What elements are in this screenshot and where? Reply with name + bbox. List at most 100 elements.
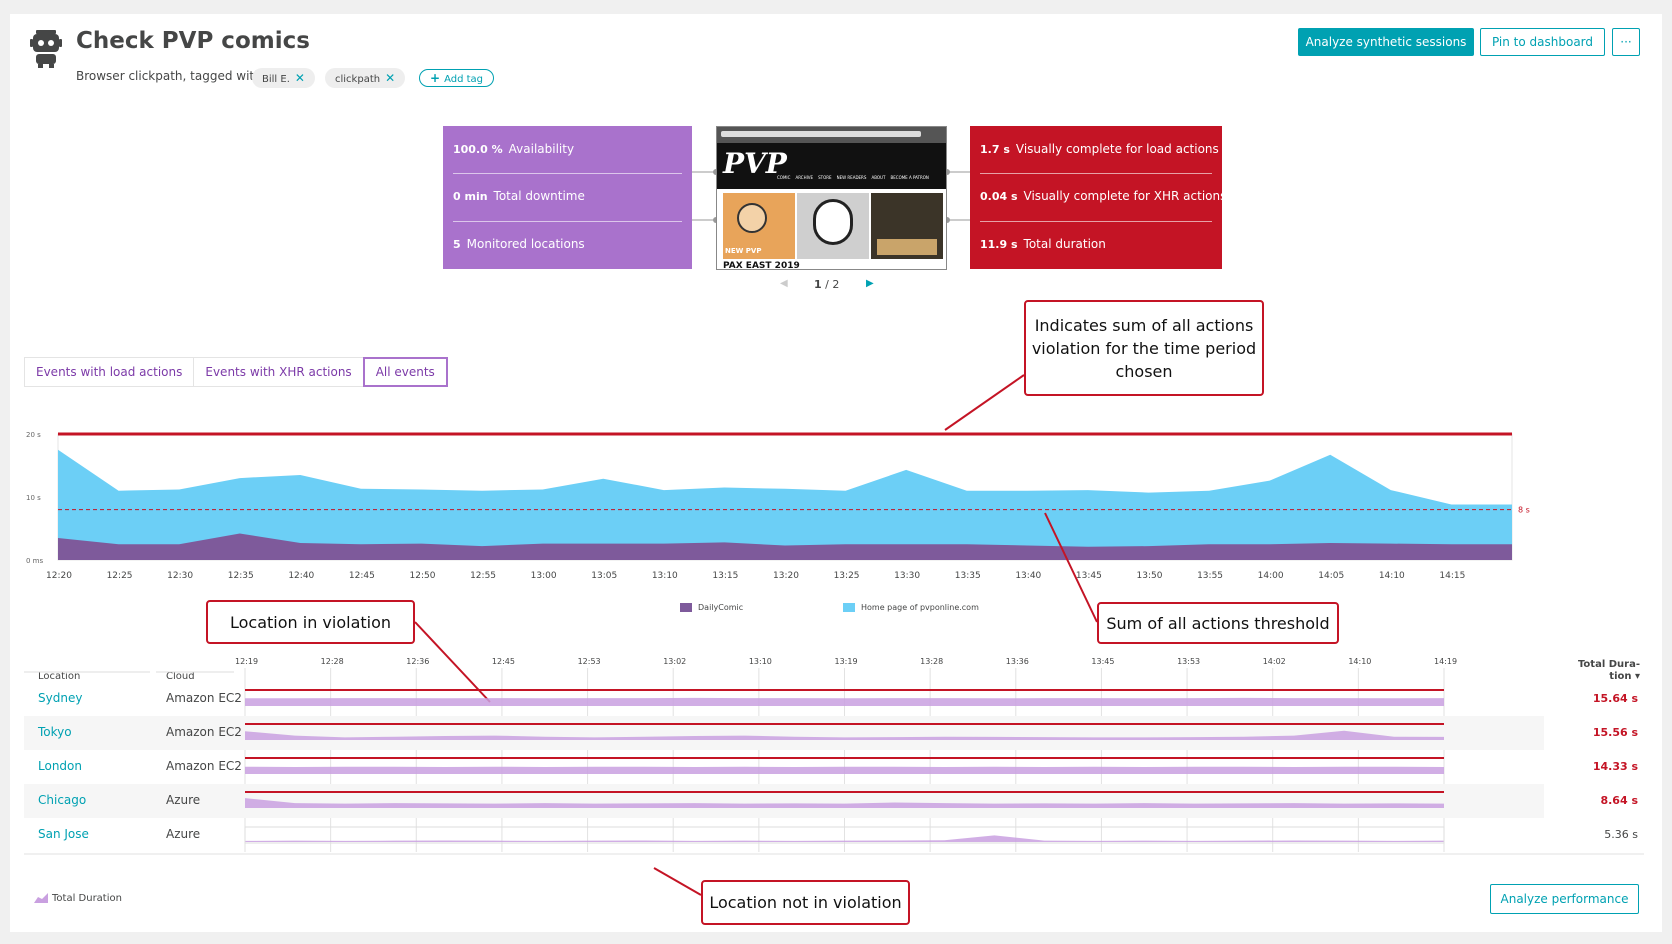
page-subtitle: Browser clickpath, tagged with xyxy=(76,69,262,83)
pager-label: 1 / 2 xyxy=(814,278,840,291)
legend-label: Home page of pvponline.com xyxy=(861,603,979,612)
next-arrow-icon[interactable]: ▶ xyxy=(866,278,874,289)
metric-value: 0 min xyxy=(453,190,488,203)
legend-swatch xyxy=(843,603,855,612)
location-link[interactable]: San Jose xyxy=(38,827,89,841)
location-link[interactable]: London xyxy=(38,759,82,773)
x-tick-label: 14:05 xyxy=(1318,571,1344,581)
add-tag-button[interactable]: + Add tag xyxy=(419,69,494,87)
time-tick-label: 13:45 xyxy=(1091,657,1114,666)
metric-label: Availability xyxy=(508,142,575,156)
location-table: 12:19 12:28 12:36 12:45 12:53 13:02 13:10 13:19… xyxy=(24,657,1644,855)
pin-to-dashboard-button[interactable]: Pin to dashboard xyxy=(1480,28,1605,56)
tab-all-events[interactable]: All events xyxy=(362,357,448,387)
plus-icon: + xyxy=(430,71,441,85)
metric-label: Monitored locations xyxy=(466,237,585,251)
cloud-provider: Amazon EC2 xyxy=(166,725,242,739)
x-tick-label: 12:30 xyxy=(167,571,193,581)
site-nav-item: STORE xyxy=(818,175,832,180)
time-tick-label: 13:10 xyxy=(749,657,772,666)
row-sparkline-frame xyxy=(244,826,1445,844)
site-logo: PVP xyxy=(723,147,787,180)
location-link[interactable]: Chicago xyxy=(38,793,87,807)
x-tick-label: 13:45 xyxy=(1076,571,1102,581)
comic-book xyxy=(877,239,937,255)
callout-sum-violation: Indicates sum of all actions violation f… xyxy=(1024,300,1264,396)
add-tag-label: Add tag xyxy=(444,74,483,85)
availability-row[interactable]: 100.0 % Availability xyxy=(453,126,682,173)
location-header[interactable]: Location xyxy=(38,671,81,682)
more-options-button[interactable]: ··· xyxy=(1612,28,1640,56)
robot-icon xyxy=(30,30,62,68)
visually-complete-load-row[interactable]: 1.7 s Visually complete for load actions xyxy=(980,126,1219,173)
remove-tag-icon[interactable]: ✕ xyxy=(385,71,396,85)
footer-legend: Total Duration xyxy=(34,893,122,904)
row-sparkline[interactable] xyxy=(245,730,1444,740)
x-tick-label: 13:00 xyxy=(531,571,557,581)
x-tick-label: 14:15 xyxy=(1439,571,1465,581)
metric-value: 11.9 s xyxy=(980,238,1018,251)
y-tick-label: 20 s xyxy=(26,431,41,439)
tab-xhr-actions[interactable]: Events with XHR actions xyxy=(193,357,363,387)
tag-clickpath[interactable]: clickpath ✕ xyxy=(325,68,406,88)
visually-complete-xhr-row[interactable]: 0.04 s Visually complete for XHR actions xyxy=(980,173,1226,220)
cloud-provider: Amazon EC2 xyxy=(166,691,242,705)
site-nav-item: NEW READERS xyxy=(836,175,867,180)
total-duration-value: 15.64 s xyxy=(1592,692,1638,705)
x-tick-label: 14:10 xyxy=(1379,571,1405,581)
location-link[interactable]: Sydney xyxy=(38,691,83,705)
tab-load-actions[interactable]: Events with load actions xyxy=(24,357,194,387)
x-tick-label: 12:55 xyxy=(470,571,496,581)
duration-chart[interactable]: 8 s 0 ms 10 s 20 s 12:20 12:25 12:30 12:35 12:40… xyxy=(24,420,1636,600)
total-duration-header[interactable]: Total Dura-tion ▾ xyxy=(1577,659,1640,682)
time-tick-label: 12:53 xyxy=(578,657,601,666)
time-tick-label: 14:02 xyxy=(1263,657,1286,666)
comic-character xyxy=(737,203,767,233)
row-sparkline[interactable] xyxy=(245,766,1444,774)
comic-caption: NEW PVP xyxy=(725,247,762,255)
series-area-dailycomic[interactable] xyxy=(58,533,1512,560)
locations-row[interactable]: 5 Monitored locations xyxy=(453,221,682,268)
remove-tag-icon[interactable]: ✕ xyxy=(294,71,305,85)
time-tick-label: 13:02 xyxy=(663,657,686,666)
screenshot-thumbnail[interactable]: PVP COMIC ARCHIVE STORE NEW READERS ABOU… xyxy=(716,126,947,270)
legend-item-home-page[interactable]: Home page of pvponline.com xyxy=(843,603,979,612)
row-sparkline[interactable] xyxy=(245,798,1444,808)
site-nav-item: BECOME A PATRON xyxy=(890,175,929,180)
time-tick-label: 13:53 xyxy=(1177,657,1200,666)
time-tick-label: 13:19 xyxy=(835,657,858,666)
time-tick-label: 13:36 xyxy=(1006,657,1029,666)
time-tick-label: 12:36 xyxy=(406,657,429,666)
total-duration-value: 8.64 s xyxy=(1600,794,1638,807)
site-header xyxy=(717,143,946,189)
metric-value: 100.0 % xyxy=(453,143,503,156)
analyze-synthetic-sessions-button[interactable]: Analyze synthetic sessions xyxy=(1298,28,1474,56)
x-tick-label: 13:30 xyxy=(894,571,920,581)
area-chart-icon xyxy=(34,893,48,903)
x-tick-label: 12:50 xyxy=(410,571,436,581)
site-nav-item: ARCHIVE xyxy=(795,175,814,180)
series-area-home-page[interactable] xyxy=(58,449,1512,560)
callout-location-violation: Location in violation xyxy=(206,600,415,644)
cloud-provider: Azure xyxy=(166,793,201,807)
legend-item-dailycomic[interactable]: DailyComic xyxy=(680,603,743,612)
downtime-row[interactable]: 0 min Total downtime xyxy=(453,173,682,220)
row-sparkline[interactable] xyxy=(245,835,1444,842)
metric-value: 5 xyxy=(453,238,461,251)
row-stripe xyxy=(24,716,1544,750)
x-tick-label: 13:10 xyxy=(652,571,678,581)
row-sparkline[interactable] xyxy=(245,697,1444,706)
callout-threshold: Sum of all actions threshold xyxy=(1097,602,1339,644)
prev-arrow-icon[interactable]: ◀ xyxy=(780,278,788,289)
total-duration-value: 5.36 s xyxy=(1604,828,1638,841)
site-nav-item: COMIC xyxy=(777,175,791,180)
cloud-header[interactable]: Cloud xyxy=(166,671,195,682)
time-tick-label: 13:28 xyxy=(920,657,943,666)
location-link[interactable]: Tokyo xyxy=(38,725,72,739)
event-tabs: Events with load actions Events with XHR… xyxy=(24,357,448,387)
address-bar xyxy=(721,131,921,137)
analyze-performance-button[interactable]: Analyze performance xyxy=(1490,884,1639,914)
total-duration-row[interactable]: 11.9 s Total duration xyxy=(980,221,1212,268)
tag-bill-e[interactable]: Bill E. ✕ xyxy=(252,68,315,88)
